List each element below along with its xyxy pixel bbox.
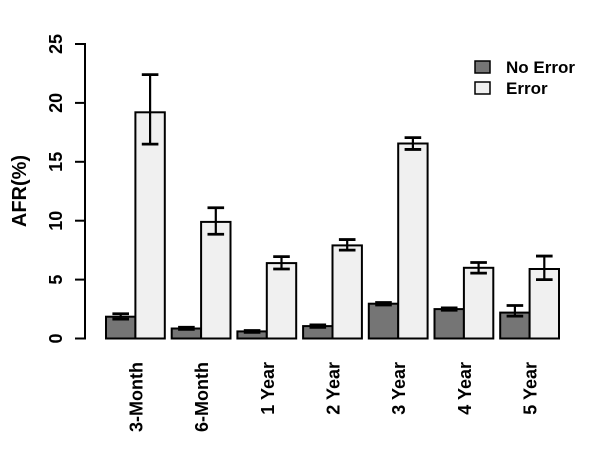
errorbar-error-2-year	[338, 238, 356, 252]
bar-no-error-4-year	[433, 308, 465, 340]
bars-layer	[105, 73, 560, 340]
x-axis-label-5-year: 5 Year	[521, 362, 541, 415]
errorbar-no-error-6-month	[178, 325, 195, 331]
errorbar-no-error-5-year	[506, 304, 524, 318]
x-axis-label-3-month: 3-Month	[126, 362, 146, 432]
errorbar-error-1-year	[273, 255, 290, 271]
errorbar-no-error-3-month	[112, 312, 129, 321]
errorbar-error-4-year	[470, 261, 487, 275]
legend-swatch-no-error	[474, 60, 491, 74]
bar-error-2-year	[331, 244, 363, 340]
x-axis-label-6-month: 6-Month	[192, 362, 212, 432]
bar-no-error-3-year	[367, 302, 400, 340]
errorbar-error-6-month	[207, 206, 225, 236]
errorbar-no-error-2-year	[309, 323, 327, 329]
errorbar-no-error-3-year	[375, 301, 392, 307]
x-axis-label-1-year: 1 Year	[258, 362, 278, 415]
y-tick-label-0: 0	[46, 333, 66, 343]
errorbar-error-5-year	[536, 254, 553, 282]
y-axis-title: AFR(%)	[9, 155, 31, 227]
bar-error-1-year	[265, 262, 298, 340]
bar-error-4-year	[462, 266, 495, 340]
x-axis-label-4-year: 4 Year	[455, 362, 475, 415]
legend: No Error Error	[474, 58, 575, 98]
bar-error-3-month	[134, 111, 166, 340]
errorbar-no-error-1-year	[243, 329, 261, 334]
y-tick-label-5: 5	[46, 275, 66, 285]
y-tick-label-15: 15	[46, 152, 66, 172]
errorbar-error-3-month	[141, 73, 159, 146]
legend-label-error: Error	[506, 79, 548, 98]
legend-swatch-error	[474, 81, 491, 95]
y-tick-label-25: 25	[46, 34, 66, 54]
legend-label-no-error: No Error	[506, 58, 575, 77]
errorbar-no-error-4-year	[440, 306, 458, 312]
x-axis-label-2-year: 2 Year	[324, 362, 344, 415]
y-tick-label-10: 10	[46, 211, 66, 231]
errorbar-error-3-year	[404, 136, 422, 151]
bar-error-6-month	[200, 220, 232, 340]
y-tick-label-20: 20	[46, 93, 66, 113]
x-axis-label-3-year: 3 Year	[389, 362, 409, 415]
x-axis-labels: 3-Month 6-Month 1 Year 2 Year 3 Year 4 Year 5 …	[126, 362, 540, 432]
y-axis: 0 5 10 15 20 25	[46, 34, 86, 344]
bar-error-3-year	[397, 142, 429, 340]
